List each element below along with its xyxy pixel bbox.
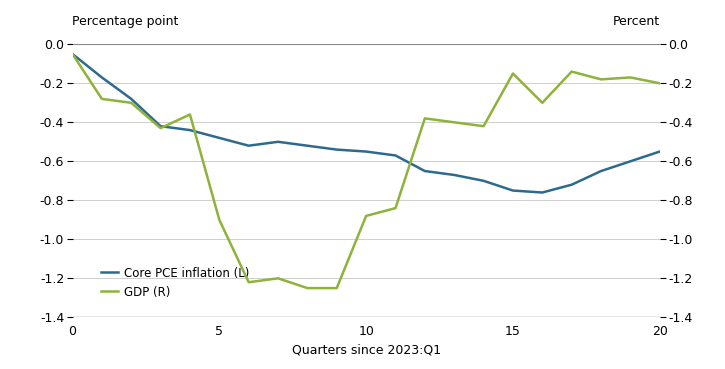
Core PCE inflation (L) [244,144,253,148]
Text: Percentage point: Percentage point [72,15,179,28]
Core PCE inflation (L) [186,128,194,132]
Core PCE inflation (L) [303,144,312,148]
GDP (R) [597,77,605,82]
GDP (R) [420,116,429,121]
GDP (R) [332,286,341,290]
GDP (R) [244,280,253,284]
GDP (R) [626,75,635,80]
Core PCE inflation (L) [127,97,136,101]
Line: GDP (R): GDP (R) [72,54,660,288]
Core PCE inflation (L) [274,139,283,144]
Core PCE inflation (L) [392,153,400,158]
GDP (R) [157,126,165,130]
Core PCE inflation (L) [157,124,165,128]
GDP (R) [567,69,576,74]
GDP (R) [97,97,106,101]
Core PCE inflation (L) [626,159,635,163]
Core PCE inflation (L) [68,52,77,56]
GDP (R) [655,81,664,86]
GDP (R) [186,112,194,117]
Core PCE inflation (L) [332,147,341,152]
Core PCE inflation (L) [655,149,664,154]
Core PCE inflation (L) [420,169,429,173]
Core PCE inflation (L) [508,188,517,193]
Core PCE inflation (L) [450,173,458,177]
Core PCE inflation (L) [362,149,370,154]
Core PCE inflation (L) [479,179,488,183]
GDP (R) [479,124,488,128]
Core PCE inflation (L) [597,169,605,173]
GDP (R) [450,120,458,124]
GDP (R) [362,214,370,218]
Legend: Core PCE inflation (L), GDP (R): Core PCE inflation (L), GDP (R) [96,262,254,303]
Line: Core PCE inflation (L): Core PCE inflation (L) [72,54,660,193]
GDP (R) [508,71,517,76]
Core PCE inflation (L) [97,75,106,80]
GDP (R) [392,206,400,210]
GDP (R) [68,52,77,56]
Core PCE inflation (L) [567,183,576,187]
X-axis label: Quarters since 2023:Q1: Quarters since 2023:Q1 [291,344,441,356]
GDP (R) [127,101,136,105]
Text: Percent: Percent [613,15,660,28]
Core PCE inflation (L) [215,136,223,140]
GDP (R) [303,286,312,290]
Core PCE inflation (L) [538,190,547,195]
GDP (R) [215,218,223,222]
GDP (R) [274,276,283,280]
GDP (R) [538,101,547,105]
